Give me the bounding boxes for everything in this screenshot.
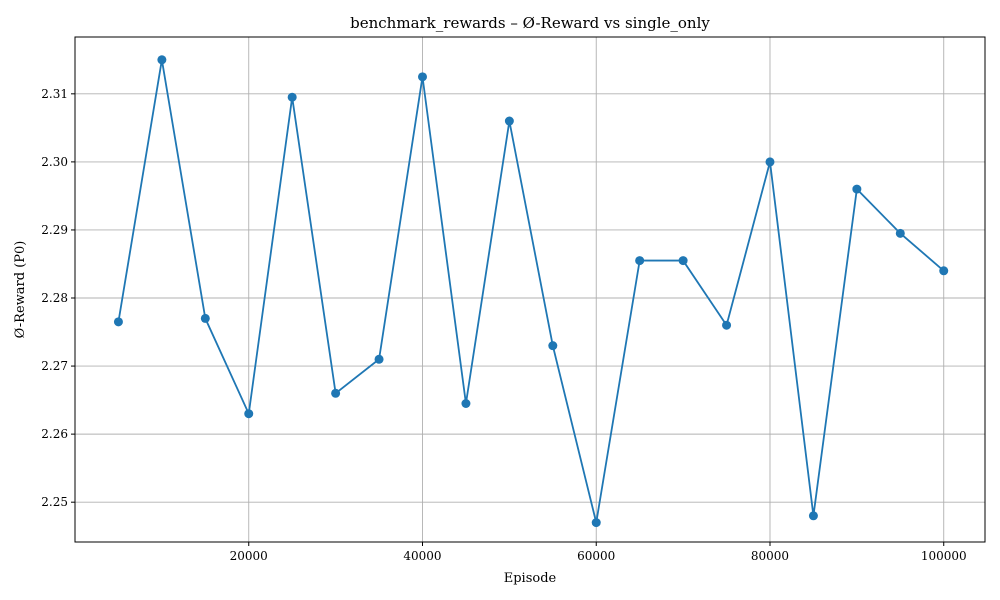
chart-title: benchmark_rewards – Ø-Reward vs single_o…: [350, 14, 710, 32]
data-point: [157, 55, 167, 65]
data-point: [939, 266, 949, 276]
x-tick-label: 80000: [751, 549, 789, 563]
y-axis-label: Ø-Reward (P0): [13, 241, 28, 339]
data-point: [548, 341, 558, 351]
x-tick-label: 100000: [921, 549, 967, 563]
y-tick-label: 2.26: [41, 427, 68, 441]
data-point: [722, 320, 732, 330]
data-point: [765, 157, 775, 167]
ticks: 20000 40000 60000 80000 100000 2.25 2.26 2.27 2.…: [41, 87, 966, 563]
data-point: [635, 256, 645, 266]
y-tick-label: 2.25: [41, 495, 68, 509]
data-point: [200, 313, 210, 323]
y-tick-label: 2.29: [41, 223, 68, 237]
data-point: [331, 388, 341, 398]
y-tick-label: 2.27: [41, 359, 68, 373]
x-axis-label: Episode: [504, 571, 557, 586]
data-point: [504, 116, 514, 126]
y-tick-label: 2.31: [41, 87, 68, 101]
data-point: [417, 72, 427, 82]
series-line: [117, 59, 945, 523]
data-point: [287, 92, 297, 102]
x-tick-label: 60000: [577, 549, 615, 563]
data-points: [113, 55, 949, 528]
data-point: [678, 256, 688, 266]
data-point: [461, 398, 471, 408]
data-point: [113, 317, 123, 327]
grid: [75, 37, 985, 542]
series-layer: [117, 59, 945, 523]
x-tick-label: 20000: [230, 549, 268, 563]
data-point: [808, 511, 818, 521]
y-tick-label: 2.30: [41, 155, 68, 169]
data-point: [895, 228, 905, 238]
plot-area-frame: [74, 36, 986, 543]
x-tick-label: 40000: [403, 549, 441, 563]
data-point: [852, 184, 862, 194]
data-point: [591, 518, 601, 528]
data-point: [244, 409, 254, 419]
y-tick-label: 2.28: [41, 291, 68, 305]
data-point: [374, 354, 384, 364]
